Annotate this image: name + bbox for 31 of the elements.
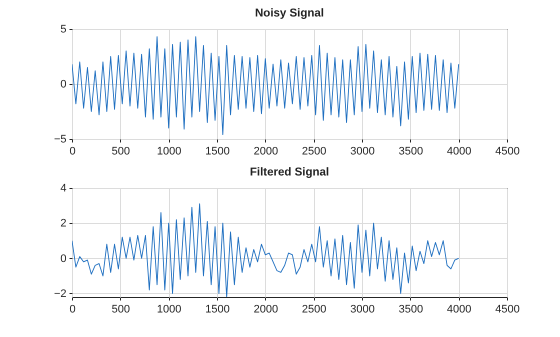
x-tick-label: 2000: [254, 304, 278, 316]
y-tick-label: −5: [54, 134, 66, 146]
x-tick-label: 1000: [156, 304, 182, 316]
x-tick-label: 1500: [205, 304, 230, 316]
y-tick-label: 0: [60, 78, 66, 90]
x-tick-label: 3500: [398, 146, 424, 158]
x-tick-label: 3000: [350, 146, 375, 158]
y-tick-label: 0: [60, 252, 66, 265]
x-tick-label: 4500: [495, 304, 520, 316]
x-tick-label: 4000: [446, 146, 472, 158]
x-tick-label: 500: [112, 146, 130, 158]
chart-title: Filtered Signal: [250, 166, 330, 178]
x-tick-label: 500: [112, 304, 130, 316]
x-tick-label: 4500: [495, 146, 520, 158]
y-tick-label: 5: [60, 24, 66, 36]
x-tick-label: 2000: [254, 146, 278, 158]
x-tick-label: 0: [69, 304, 76, 316]
x-tick-label: 3000: [350, 304, 375, 316]
x-tick-label: 4000: [446, 304, 472, 316]
y-tick-label: 2: [60, 218, 66, 230]
line-series: [72, 36, 460, 136]
x-tick-label: 3500: [398, 304, 424, 316]
x-tick-label: 1500: [205, 146, 230, 158]
y-tick-label: 4: [60, 182, 66, 194]
line-series: [72, 203, 460, 297]
chart-title: Noisy Signal: [254, 8, 324, 20]
x-tick-label: 2500: [302, 304, 326, 316]
x-tick-label: 0: [69, 146, 76, 158]
x-tick-label: 2500: [302, 146, 326, 158]
x-tick-label: 1000: [156, 146, 182, 158]
y-tick-label: −2: [54, 288, 66, 300]
